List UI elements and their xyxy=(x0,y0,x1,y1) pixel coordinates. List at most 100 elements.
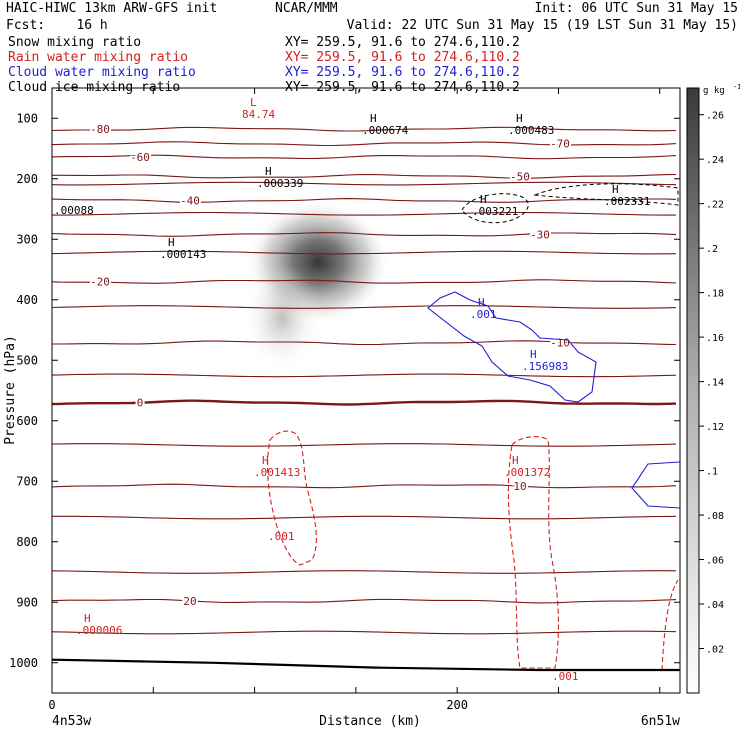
extremum-letter: H xyxy=(612,183,619,196)
cloud-water-contour-2 xyxy=(631,461,680,509)
extremum-letter: H xyxy=(480,193,487,206)
header-valid: Valid: 22 UTC Sun 31 May 15 (19 LST Sun … xyxy=(347,18,738,33)
colorbar-unit: g kg xyxy=(703,86,725,96)
extremum-letter: H xyxy=(84,612,91,625)
temp-contour--80 xyxy=(52,126,677,132)
rain-contour-3 xyxy=(661,579,679,671)
rain-contour-2 xyxy=(507,436,559,669)
extremum-letter: L xyxy=(250,96,257,109)
temp-contour-unlabeled xyxy=(52,373,677,378)
temp-contour-unlabeled xyxy=(52,305,677,309)
y-tick-label: 100 xyxy=(16,111,38,125)
colorbar-tick-label: .1 xyxy=(706,467,718,478)
header-org: NCAR/MMM xyxy=(275,1,338,16)
field-label-2: Cloud water mixing ratio xyxy=(8,65,196,80)
colorbar-tick-label: .26 xyxy=(706,111,724,122)
extrema-labels: L84.74 H.000674H.000483H.000339H.003221H.… xyxy=(54,96,650,683)
field-label-1: Rain water mixing ratio xyxy=(8,50,188,65)
temp-contour-20 xyxy=(52,598,677,604)
temp-contour--70 xyxy=(52,141,677,147)
colorbar-tick-label: .12 xyxy=(706,422,724,433)
temp-contour--20 xyxy=(52,279,677,284)
y-tick-label: 400 xyxy=(16,293,38,307)
temp-contour-10 xyxy=(52,483,677,489)
temp-label--50: -50 xyxy=(510,170,530,183)
field-label-0: Snow mixing ratio xyxy=(8,35,141,50)
extremum-value: .002331 xyxy=(604,195,650,208)
temp-contour-unlabeled xyxy=(52,443,677,447)
temp-label-0: 0 xyxy=(137,397,144,410)
temp-label-10: 10 xyxy=(513,480,526,493)
rain-contour-1 xyxy=(267,430,317,566)
colorbar-tick-label: .14 xyxy=(706,378,724,389)
extremum-value: .001 xyxy=(552,670,579,683)
colorbar: g kg -1 .02 .04 .06 .08 .1 .12 .14 .16 .18 .2 .22.… xyxy=(686,83,740,694)
header-forecast: Fcst: 16 h xyxy=(6,18,108,33)
extremum-letter: H xyxy=(370,112,377,125)
temp-contour-unlabeled xyxy=(52,630,677,635)
extremum-value: .003221 xyxy=(472,205,518,218)
extremum-value: .000339 xyxy=(257,177,303,190)
colorbar-tick-label: .24 xyxy=(706,155,724,166)
colorbar-tick-label: .18 xyxy=(706,289,724,300)
extremum-letter: H xyxy=(512,454,519,467)
extremum-letter: H xyxy=(478,296,485,309)
header-title: HAIC-HIWC 13km ARW-GFS init xyxy=(6,1,217,16)
extremum-value: .156983 xyxy=(522,360,568,373)
temp-contour-unlabeled xyxy=(52,211,676,216)
plot-frame xyxy=(51,87,681,694)
temp-contour--50 xyxy=(52,173,677,179)
extremum-value: .001413 xyxy=(254,466,300,479)
snow-shading xyxy=(242,200,390,373)
colorbar-tick-label: .22 xyxy=(706,200,724,211)
extremum-letter: H xyxy=(262,454,269,467)
x-tick-label: 0 xyxy=(48,698,55,712)
ice-contour-2 xyxy=(533,183,679,206)
colorbar-tick-label: .02 xyxy=(706,645,724,656)
colorbar-ticks: .02 .04 .06 .08 .1 .12 .14 .16 .18 .2 .22 .24 .26 xyxy=(699,111,724,656)
colorbar-tick-label: .06 xyxy=(706,556,724,567)
temp-label--30: -30 xyxy=(530,228,550,241)
extremum-letter: H xyxy=(530,348,537,361)
temp-contour-unlabeled xyxy=(52,570,677,574)
temp-label--80: -80 xyxy=(90,123,110,136)
extremum-value: .000674 xyxy=(362,124,409,137)
temp-label--60: -60 xyxy=(130,151,150,164)
temp-contour--10 xyxy=(52,340,677,346)
x-tick-label: 200 xyxy=(446,698,468,712)
temp-contour--60 xyxy=(52,154,677,160)
rain-water-contours xyxy=(267,430,679,671)
colorbar-tick-label: .08 xyxy=(706,511,724,522)
x-endpoint-right: 6n51w xyxy=(641,714,680,729)
y-tick-label: 900 xyxy=(16,595,38,609)
extremum-letter: H xyxy=(168,236,175,249)
colorbar-gradient xyxy=(686,87,700,694)
extremum-value: 84.74 xyxy=(242,108,275,121)
temp-label--20: -20 xyxy=(90,276,110,289)
y-tick-label: 800 xyxy=(16,535,38,549)
snow-shade-tail xyxy=(242,263,322,373)
header-init: Init: 06 UTC Sun 31 May 15 xyxy=(535,1,739,16)
temp-contour-unlabeled xyxy=(52,181,677,186)
y-axis-label: Pressure (hPa) xyxy=(3,335,18,445)
temp-contour--40 xyxy=(52,198,677,203)
extremum-letter: H xyxy=(265,165,272,178)
extremum-letter: H xyxy=(516,112,523,125)
extremum-value: .001 xyxy=(470,308,497,321)
extremum-value: .000483 xyxy=(508,124,554,137)
extremum-value: .000143 xyxy=(160,248,206,261)
extremum-value: .00088 xyxy=(54,204,94,217)
temp-contour--30 xyxy=(52,232,677,237)
cloud-water-contours xyxy=(427,291,680,509)
temp-contour-unlabeled xyxy=(52,250,677,255)
x-axis: 0 200 xyxy=(48,88,661,712)
cloud-water-contour-1 xyxy=(427,291,597,403)
colorbar-unit-exponent: -1 xyxy=(733,83,740,91)
header: HAIC-HIWC 13km ARW-GFS init NCAR/MMM Ini… xyxy=(6,1,738,95)
x-axis-label: Distance (km) xyxy=(319,714,421,729)
temp-label-20: 20 xyxy=(183,595,196,608)
y-tick-label: 700 xyxy=(16,474,38,488)
